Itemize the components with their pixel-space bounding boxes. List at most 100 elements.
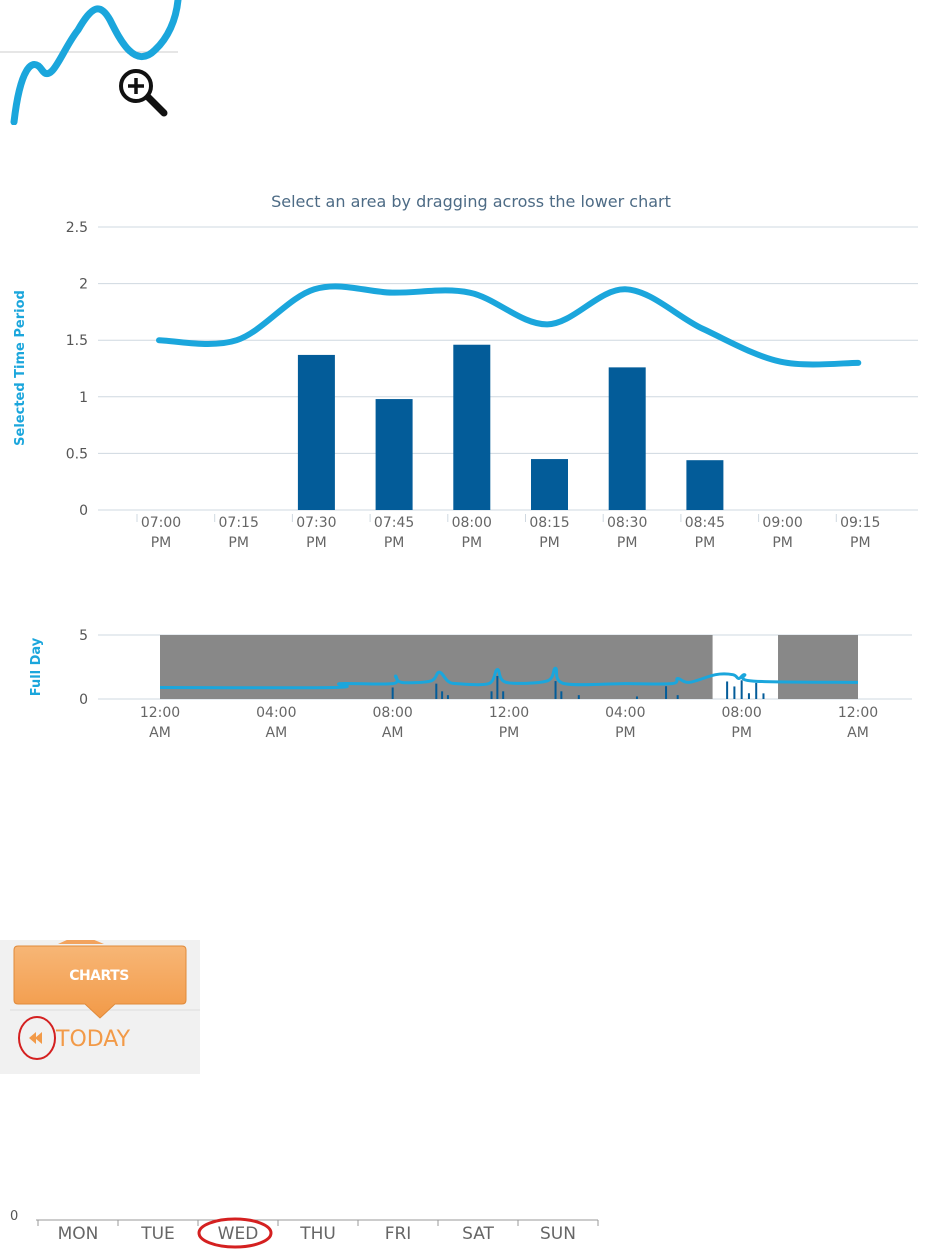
main-y-tick-label: 0: [79, 503, 88, 519]
week-y-tick: 0: [10, 1209, 18, 1224]
main-bar: [531, 459, 568, 510]
main-x-tick-time: 08:00: [452, 515, 492, 531]
nav-x-ticks: 12:00 AM 04:00 AM 08:00 AM 12:00 PM 04:00 PM 08:00…: [140, 705, 878, 741]
thumbnail-line: [10, 0, 182, 125]
nav-bar: [560, 691, 563, 699]
nav-x-tick-time: 12:00: [140, 705, 180, 721]
main-y-tick-label: 2.5: [66, 220, 88, 236]
nav-bar: [733, 686, 736, 699]
main-line-series[interactable]: [156, 283, 862, 368]
main-x-tick-ampm: PM: [228, 535, 249, 551]
nav-bar: [755, 682, 758, 699]
nav-bar: [635, 696, 638, 699]
week-day-label: TUE: [140, 1224, 175, 1244]
nav-y-tick-label: 0: [79, 692, 88, 708]
charts-navigation-widget[interactable]: CHARTS TODAY: [0, 940, 210, 1080]
nav-x-tick-ampm: PM: [499, 725, 520, 741]
main-x-tick-ampm: PM: [462, 535, 483, 551]
main-x-ticks: 07:00 PM 07:15 PM 07:30 PM 07:45 PM 08:00 PM 08:15…: [136, 514, 880, 551]
main-x-tick-time: 07:45: [374, 515, 414, 531]
nav-y-tick-label: 5: [79, 628, 88, 644]
nav-mask-right: [778, 635, 858, 699]
main-x-tick-ampm: PM: [384, 535, 405, 551]
charts-tab-label: CHARTS: [69, 968, 129, 984]
main-bar: [297, 354, 335, 510]
rewind-icon[interactable]: [18, 1016, 56, 1060]
nav-x-tick-ampm: AM: [266, 725, 288, 741]
nav-x-tick-ampm: AM: [847, 725, 869, 741]
main-y-tick-label: 1: [79, 390, 88, 406]
highlight-circle: [197, 1217, 273, 1249]
main-bar-series[interactable]: [297, 344, 724, 510]
main-y-tick-label: 2: [79, 277, 88, 293]
nav-x-tick-ampm: AM: [382, 725, 404, 741]
main-bar: [686, 460, 724, 510]
main-x-tick-ampm: PM: [850, 535, 871, 551]
nav-bar: [747, 693, 750, 699]
main-x-tick-time: 08:15: [529, 515, 569, 531]
charts-tab[interactable]: CHARTS: [13, 940, 187, 1019]
nav-bar: [441, 691, 444, 699]
main-x-tick-time: 09:00: [762, 515, 802, 531]
charts-area[interactable]: Select an area by dragging across the lo…: [0, 180, 928, 760]
main-x-tick-time: 08:45: [685, 515, 725, 531]
main-bar: [608, 367, 646, 510]
main-y-tick-label: 0.5: [66, 446, 88, 462]
nav-bar: [676, 695, 679, 699]
main-x-tick-time: 07:00: [141, 515, 181, 531]
nav-x-tick-time: 04:00: [605, 705, 645, 721]
nav-bar: [577, 695, 580, 699]
week-day-label: THU: [299, 1224, 336, 1244]
main-bar: [375, 399, 413, 510]
chart-title: Select an area by dragging across the lo…: [271, 192, 671, 211]
main-x-tick-ampm: PM: [306, 535, 327, 551]
main-x-tick-time: 08:30: [607, 515, 647, 531]
main-x-tick-ampm: PM: [695, 535, 716, 551]
nav-x-tick-time: 12:00: [838, 705, 878, 721]
main-x-tick-ampm: PM: [151, 535, 172, 551]
nav-x-tick-ampm: PM: [731, 725, 752, 741]
nav-y-ticks: 05: [79, 628, 88, 708]
weekly-chart[interactable]: 0 MON TUE WED THU FRI SAT SUN: [0, 1195, 620, 1260]
main-x-tick-ampm: PM: [617, 535, 638, 551]
nav-bar: [762, 693, 765, 699]
nav-bar: [435, 683, 438, 699]
week-day-label: WED: [218, 1224, 259, 1244]
today-label[interactable]: TODAY: [55, 1027, 131, 1052]
main-x-tick-time: 07:30: [296, 515, 336, 531]
nav-x-tick-ampm: AM: [149, 725, 171, 741]
zoom-thumbnail[interactable]: [0, 0, 190, 125]
nav-line-series: [159, 666, 859, 690]
nav-y-axis-title: Full Day: [29, 637, 44, 696]
week-x-ticks: MON TUE WED THU FRI SAT SUN: [37, 1220, 599, 1244]
nav-x-tick-ampm: PM: [615, 725, 636, 741]
nav-bar: [391, 687, 394, 699]
nav-bar: [740, 680, 743, 699]
week-day-label: FRI: [385, 1224, 412, 1244]
nav-bar: [554, 681, 557, 699]
nav-x-tick-time: 04:00: [256, 705, 296, 721]
main-y-ticks: 0 0.5 1 1.5 2 2.5: [66, 220, 88, 519]
main-y-axis-title: Selected Time Period: [13, 290, 28, 446]
main-x-tick-time: 09:15: [840, 515, 880, 531]
nav-bar: [665, 686, 668, 699]
nav-bar-series: [391, 675, 765, 699]
main-x-tick-ampm: PM: [772, 535, 793, 551]
nav-bar: [490, 691, 493, 699]
main-gridlines: [98, 226, 918, 511]
nav-x-tick-time: 08:00: [372, 705, 412, 721]
main-x-tick-ampm: PM: [539, 535, 560, 551]
main-x-tick-time: 07:15: [219, 515, 259, 531]
nav-x-tick-time: 08:00: [721, 705, 761, 721]
week-day-label: MON: [58, 1224, 99, 1244]
zoom-in-icon[interactable]: [119, 69, 168, 117]
nav-x-tick-time: 12:00: [489, 705, 529, 721]
week-day-label: SUN: [540, 1224, 576, 1244]
nav-bar: [496, 675, 499, 699]
nav-bar: [502, 691, 505, 699]
week-day-label: SAT: [462, 1224, 494, 1244]
nav-unselected-mask[interactable]: [160, 635, 858, 699]
nav-bar: [726, 681, 729, 699]
main-bar: [453, 344, 491, 510]
main-y-tick-label: 1.5: [66, 333, 88, 349]
